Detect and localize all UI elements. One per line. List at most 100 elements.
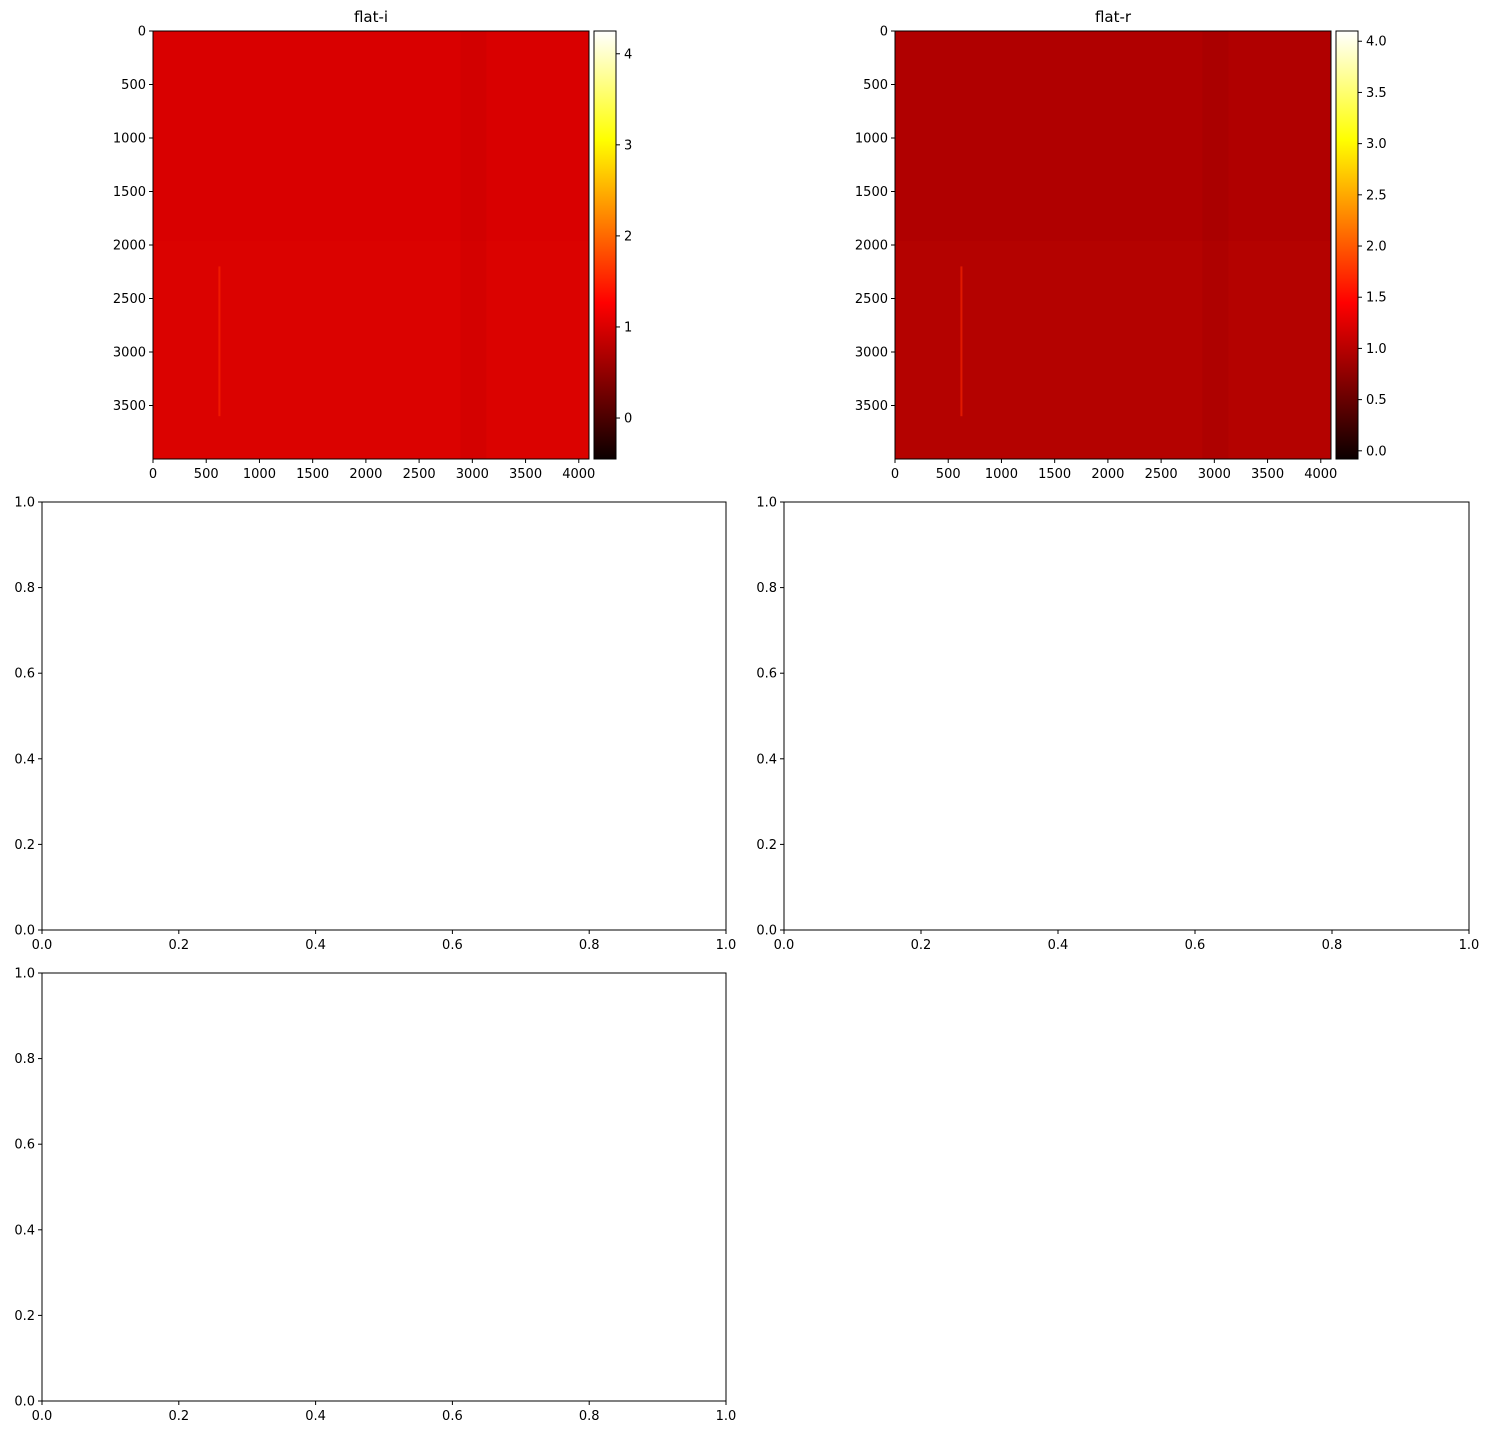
y-tick-label: 0 [138, 25, 146, 40]
y-tick-label: 2000 [855, 239, 888, 254]
x-tick-label: 1.0 [716, 938, 737, 953]
y-tick-label: 0.2 [14, 838, 35, 853]
x-tick-label: 0.2 [168, 938, 189, 953]
y-tick-label: 1.0 [14, 967, 35, 982]
x-tick-label: 0.8 [579, 938, 600, 953]
colorbar: 0 1 2 3 4 [593, 30, 632, 460]
colorbar-tick-label: 4 [624, 47, 632, 62]
x-tick-label: 1000 [243, 467, 276, 482]
y-tick-label: 500 [863, 78, 888, 93]
chart-title: flat-r [1095, 8, 1132, 26]
y-tick-label: 0.4 [756, 752, 777, 767]
y-tick-label: 0.6 [756, 667, 777, 682]
y-tick-label: 1000 [113, 132, 146, 147]
colorbar-tick-label: 2.5 [1366, 188, 1387, 203]
x-tick-label: 0.6 [442, 938, 463, 953]
colorbar-tick-label: 2.0 [1366, 240, 1387, 255]
heatmap-lower-half [153, 240, 589, 459]
y-tick-label: 0.8 [14, 581, 35, 596]
axes-empty-3: 0.0 0.2 0.4 0.6 0.8 1.0 0.0 0.2 0.4 0.6 0.8 1.0 [14, 967, 736, 1425]
y-tick-label: 0.0 [756, 924, 777, 939]
x-tick-label: 2000 [1091, 467, 1124, 482]
x-tick-label: 0.0 [32, 1409, 53, 1424]
y-tick-label: 3500 [113, 399, 146, 414]
colorbar-tick-label: 2 [624, 229, 632, 244]
axes-empty-2: 0.0 0.2 0.4 0.6 0.8 1.0 0.0 0.2 0.4 0.6 0.8 1.0 [756, 496, 1479, 954]
x-tick-label: 0.4 [305, 938, 326, 953]
heatmap-band [460, 31, 486, 459]
x-tick-label: 3000 [456, 467, 489, 482]
colorbar: 0.0 0.5 1.0 1.5 2.0 2.5 3.0 3.5 4.0 [1335, 30, 1387, 460]
colorbar-tick-label: 4.0 [1366, 35, 1387, 50]
axes-frame [41, 501, 727, 931]
y-tick-label: 0.8 [756, 581, 777, 596]
y-tick-label: 0.0 [14, 1395, 35, 1410]
y-tick-label: 2500 [855, 292, 888, 307]
axes-frame [783, 501, 1470, 931]
axes-frame [41, 972, 727, 1402]
colorbar-tick-label: 0.5 [1366, 393, 1387, 408]
x-tick-label: 4000 [1304, 467, 1337, 482]
heatmap-lower-half [895, 240, 1331, 459]
x-tick-label: 0 [891, 467, 899, 482]
axes-flat-i: 0 500 1000 1500 2000 2500 3000 3500 4000 0 500 1000… [113, 8, 632, 482]
y-tick-label: 500 [121, 78, 146, 93]
x-tick-label: 3500 [1251, 467, 1284, 482]
heatmap-band [1202, 31, 1228, 459]
x-tick-label: 0.4 [305, 1409, 326, 1424]
x-tick-label: 500 [194, 467, 219, 482]
heatmap-image [153, 31, 589, 459]
y-tick-label: 0.0 [14, 924, 35, 939]
y-tick-label: 2000 [113, 239, 146, 254]
colorbar-tick-label: 1 [624, 320, 632, 335]
heatmap-image [895, 31, 1331, 459]
axes-flat-r: 0 500 1000 1500 2000 2500 3000 3500 4000 0 500 1000… [855, 8, 1387, 482]
x-tick-label: 0.0 [774, 938, 795, 953]
x-tick-label: 4000 [562, 467, 595, 482]
x-tick-label: 0.4 [1048, 938, 1069, 953]
y-tick-label: 2500 [113, 292, 146, 307]
colorbar-tick-label: 3.5 [1366, 86, 1387, 101]
y-tick-label: 3500 [855, 399, 888, 414]
x-tick-label: 2500 [1145, 467, 1178, 482]
y-tick-label: 1.0 [14, 496, 35, 511]
colorbar-tick-label: 3.0 [1366, 137, 1387, 152]
x-tick-label: 0.2 [911, 938, 932, 953]
y-tick-label: 3000 [855, 346, 888, 361]
x-tick-label: 0.8 [579, 1409, 600, 1424]
y-tick-label: 1500 [113, 185, 146, 200]
x-tick-label: 1500 [1038, 467, 1071, 482]
x-tick-label: 0.6 [442, 1409, 463, 1424]
x-tick-label: 2500 [403, 467, 436, 482]
x-tick-label: 3000 [1198, 467, 1231, 482]
y-tick-label: 1000 [855, 132, 888, 147]
x-tick-label: 1500 [296, 467, 329, 482]
x-tick-label: 1.0 [1459, 938, 1480, 953]
x-tick-label: 0 [149, 467, 157, 482]
x-tick-label: 0.6 [1185, 938, 1206, 953]
y-tick-label: 0.2 [14, 1309, 35, 1324]
y-tick-label: 0.4 [14, 1223, 35, 1238]
x-tick-label: 0.0 [32, 938, 53, 953]
y-tick-label: 3000 [113, 346, 146, 361]
y-tick-label: 1500 [855, 185, 888, 200]
colorbar-tick-label: 3 [624, 138, 632, 153]
y-tick-label: 0.6 [14, 667, 35, 682]
x-tick-label: 0.8 [1322, 938, 1343, 953]
x-tick-label: 0.2 [168, 1409, 189, 1424]
colorbar-tick-label: 1.0 [1366, 342, 1387, 357]
y-tick-label: 1.0 [756, 496, 777, 511]
y-tick-label: 0 [880, 25, 888, 40]
axes-empty-1: 0.0 0.2 0.4 0.6 0.8 1.0 0.0 0.2 0.4 0.6 0.8 1.0 [14, 496, 736, 954]
y-tick-label: 0.2 [756, 838, 777, 853]
x-tick-label: 2000 [349, 467, 382, 482]
y-tick-label: 0.4 [14, 752, 35, 767]
y-tick-label: 0.8 [14, 1052, 35, 1067]
y-tick-label: 0.6 [14, 1138, 35, 1153]
x-tick-label: 1.0 [716, 1409, 737, 1424]
heatmap-column-defect [218, 266, 221, 417]
colorbar-gradient [593, 30, 617, 460]
x-tick-label: 500 [936, 467, 961, 482]
colorbar-tick-label: 0.0 [1366, 444, 1387, 459]
